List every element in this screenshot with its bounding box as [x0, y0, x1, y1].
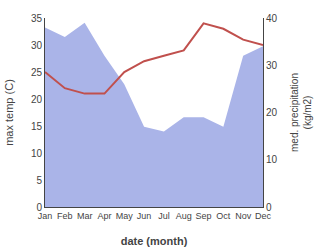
svg-text:25: 25 — [31, 67, 43, 78]
svg-text:15: 15 — [31, 121, 43, 132]
svg-text:Feb: Feb — [57, 211, 73, 221]
svg-text:Jan: Jan — [38, 211, 53, 221]
svg-text:5: 5 — [36, 175, 42, 186]
svg-text:Sep: Sep — [196, 211, 212, 221]
svg-text:Aug: Aug — [176, 211, 192, 221]
svg-text:Oct: Oct — [216, 211, 231, 221]
svg-text:Dec: Dec — [255, 211, 272, 221]
svg-text:20: 20 — [266, 107, 278, 118]
svg-text:date (month): date (month) — [121, 235, 188, 247]
svg-text:Jul: Jul — [158, 211, 170, 221]
svg-text:Jun: Jun — [137, 211, 152, 221]
svg-text:0: 0 — [36, 202, 42, 213]
svg-text:0: 0 — [266, 202, 272, 213]
svg-text:10: 10 — [266, 154, 278, 165]
svg-text:10: 10 — [31, 148, 43, 159]
svg-text:30: 30 — [31, 40, 43, 51]
svg-text:Mar: Mar — [77, 211, 93, 221]
svg-text:35: 35 — [31, 13, 43, 24]
svg-text:40: 40 — [266, 13, 278, 24]
svg-text:30: 30 — [266, 60, 278, 71]
svg-text:May: May — [116, 211, 134, 221]
svg-text:20: 20 — [31, 94, 43, 105]
svg-text:med. precipitation(kg/m2): med. precipitation(kg/m2) — [289, 73, 313, 152]
svg-text:Apr: Apr — [97, 211, 111, 221]
svg-text:max temp (C): max temp (C) — [3, 79, 15, 146]
svg-text:Nov: Nov — [235, 211, 252, 221]
